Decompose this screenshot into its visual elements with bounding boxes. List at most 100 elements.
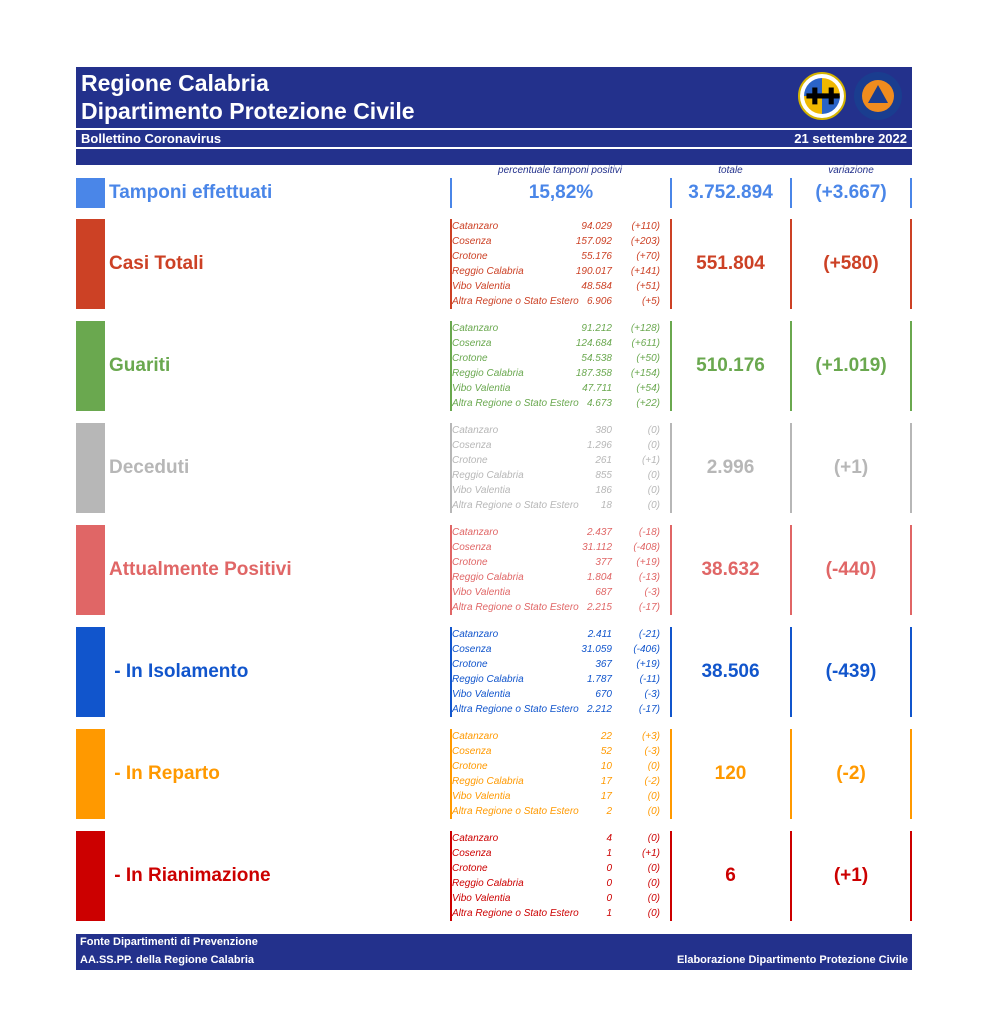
source-line-1: Fonte Dipartimenti di Prevenzione bbox=[80, 936, 258, 948]
deceduti-province-list: Catanzaro 380 (0) Cosenza 1.296 (0) Crotone 261… bbox=[452, 423, 670, 513]
province-delta: (0) bbox=[647, 761, 660, 772]
positivi-section: Attualmente Positivi Catanzaro 2.437 (-18) C… bbox=[76, 525, 912, 615]
province-name: Cosenza bbox=[452, 542, 492, 553]
province-delta: (+128) bbox=[630, 323, 660, 334]
province-value: 2 bbox=[606, 806, 612, 817]
reparto-total: 120 bbox=[714, 763, 747, 784]
rianimazione-section: - In Rianimazione Catanzaro 4 (0) Cosenza 1 (+… bbox=[76, 831, 912, 921]
province-delta: (+1) bbox=[641, 455, 660, 466]
province-delta: (-406) bbox=[633, 644, 660, 655]
isolamento-color-bar bbox=[76, 627, 105, 717]
province-row: Vibo Valentia 687 (-3) bbox=[452, 585, 670, 600]
province-value: 18 bbox=[600, 500, 612, 511]
deceduti-color-bar bbox=[76, 423, 105, 513]
province-row: Cosenza 157.092 (+203) bbox=[452, 234, 670, 249]
province-delta: (-408) bbox=[633, 542, 660, 553]
reparto-section: - In Reparto Catanzaro 22 (+3) Cosenza 52 (-3)… bbox=[76, 729, 912, 819]
guariti-province-list: Catanzaro 91.212 (+128) Cosenza 124.684 (+611… bbox=[452, 321, 670, 411]
reparto-variation: (-2) bbox=[836, 763, 866, 784]
province-delta: (+22) bbox=[636, 398, 660, 409]
province-row: Vibo Valentia 186 (0) bbox=[452, 483, 670, 498]
department-title: Dipartimento Protezione Civile bbox=[81, 98, 415, 124]
positivi-province-list: Catanzaro 2.437 (-18) Cosenza 31.112 (-408) Cr… bbox=[452, 525, 670, 615]
province-name: Catanzaro bbox=[452, 833, 499, 844]
province-delta: (+1) bbox=[641, 848, 660, 859]
province-row: Reggio Calabria 1.787 (-11) bbox=[452, 672, 670, 687]
province-row: Vibo Valentia 17 (0) bbox=[452, 789, 670, 804]
province-row: Reggio Calabria 17 (-2) bbox=[452, 774, 670, 789]
rianimazione-province-list: Catanzaro 4 (0) Cosenza 1 (+1) Crotone 0 (0) Regg… bbox=[452, 831, 670, 921]
civil-protection-logo bbox=[854, 72, 902, 120]
province-value: 124.684 bbox=[575, 338, 612, 349]
province-delta: (+154) bbox=[630, 368, 660, 379]
province-delta: (+19) bbox=[636, 557, 660, 568]
province-value: 687 bbox=[595, 587, 612, 598]
province-value: 17 bbox=[600, 791, 612, 802]
guariti-total: 510.176 bbox=[696, 355, 765, 376]
province-name: Reggio Calabria bbox=[452, 878, 524, 889]
rianimazione-total: 6 bbox=[725, 865, 736, 886]
region-title: Regione Calabria bbox=[81, 70, 269, 96]
reparto-province-list: Catanzaro 22 (+3) Cosenza 52 (-3) Crotone 10 (0)… bbox=[452, 729, 670, 819]
province-row: Altra Regione o Stato Estero 2.212 (-17) bbox=[452, 702, 670, 717]
province-value: 157.092 bbox=[575, 236, 612, 247]
province-name: Vibo Valentia bbox=[452, 587, 511, 598]
province-row: Cosenza 1 (+1) bbox=[452, 846, 670, 861]
province-delta: (-3) bbox=[644, 689, 660, 700]
source-line-2: AA.SS.PP. della Regione Calabria bbox=[80, 954, 255, 966]
province-delta: (-17) bbox=[638, 602, 660, 613]
province-value: 2.437 bbox=[586, 527, 612, 538]
casi-label: Casi Totali bbox=[109, 253, 204, 274]
province-row: Crotone 261 (+1) bbox=[452, 453, 670, 468]
tamponi-label: Tamponi effettuati bbox=[109, 182, 273, 203]
province-value: 55.176 bbox=[581, 251, 612, 262]
province-value: 6.906 bbox=[586, 296, 612, 307]
province-row: Catanzaro 2.411 (-21) bbox=[452, 627, 670, 642]
province-row: Reggio Calabria 855 (0) bbox=[452, 468, 670, 483]
province-name: Vibo Valentia bbox=[452, 383, 511, 394]
province-name: Reggio Calabria bbox=[452, 572, 524, 583]
province-row: Altra Regione o Stato Estero 2.215 (-17) bbox=[452, 600, 670, 615]
province-name: Altra Regione o Stato Estero bbox=[452, 806, 579, 817]
province-row: Altra Regione o Stato Estero 1 (0) bbox=[452, 906, 670, 921]
province-row: Catanzaro 94.029 (+110) bbox=[452, 219, 670, 234]
province-name: Crotone bbox=[452, 761, 488, 772]
province-value: 0 bbox=[606, 893, 612, 904]
guariti-section: Guariti Catanzaro 91.212 (+128) Cosenza 124.6… bbox=[76, 321, 912, 411]
province-row: Altra Regione o Stato Estero 2 (0) bbox=[452, 804, 670, 819]
province-delta: (0) bbox=[647, 878, 660, 889]
province-row: Reggio Calabria 1.804 (-13) bbox=[452, 570, 670, 585]
province-delta: (+19) bbox=[636, 659, 660, 670]
province-row: Cosenza 52 (-3) bbox=[452, 744, 670, 759]
province-delta: (+50) bbox=[636, 353, 660, 364]
province-row: Altra Regione o Stato Estero 6.906 (+5) bbox=[452, 294, 670, 309]
province-name: Altra Regione o Stato Estero bbox=[452, 602, 579, 613]
province-row: Catanzaro 4 (0) bbox=[452, 831, 670, 846]
province-delta: (+54) bbox=[636, 383, 660, 394]
province-delta: (0) bbox=[647, 893, 660, 904]
province-value: 10 bbox=[600, 761, 612, 772]
tamponi-section: Tamponi effettuati 15,82% 3.752.894 (+3.… bbox=[76, 178, 912, 208]
province-name: Crotone bbox=[452, 455, 488, 466]
province-name: Vibo Valentia bbox=[452, 689, 511, 700]
province-delta: (-17) bbox=[638, 704, 660, 715]
province-row: Reggio Calabria 190.017 (+141) bbox=[452, 264, 670, 279]
province-row: Vibo Valentia 670 (-3) bbox=[452, 687, 670, 702]
province-value: 2.212 bbox=[586, 704, 612, 715]
province-name: Cosenza bbox=[452, 338, 492, 349]
province-name: Altra Regione o Stato Estero bbox=[452, 500, 579, 511]
province-name: Altra Regione o Stato Estero bbox=[452, 296, 579, 307]
positivi-variation: (-440) bbox=[825, 559, 877, 580]
province-value: 0 bbox=[606, 863, 612, 874]
province-row: Crotone 367 (+19) bbox=[452, 657, 670, 672]
province-row: Catanzaro 91.212 (+128) bbox=[452, 321, 670, 336]
bulletin-subheader: Bollettino Coronavirus 21 settembre 2022 bbox=[76, 128, 912, 149]
province-value: 4.673 bbox=[586, 398, 612, 409]
province-delta: (0) bbox=[647, 791, 660, 802]
province-value: 1 bbox=[606, 848, 612, 859]
province-value: 1.804 bbox=[586, 572, 612, 583]
province-name: Reggio Calabria bbox=[452, 368, 524, 379]
province-name: Altra Regione o Stato Estero bbox=[452, 398, 579, 409]
province-name: Reggio Calabria bbox=[452, 470, 524, 481]
bulletin-footer: Fonte Dipartimenti di Prevenzione AA.SS.… bbox=[76, 934, 912, 970]
